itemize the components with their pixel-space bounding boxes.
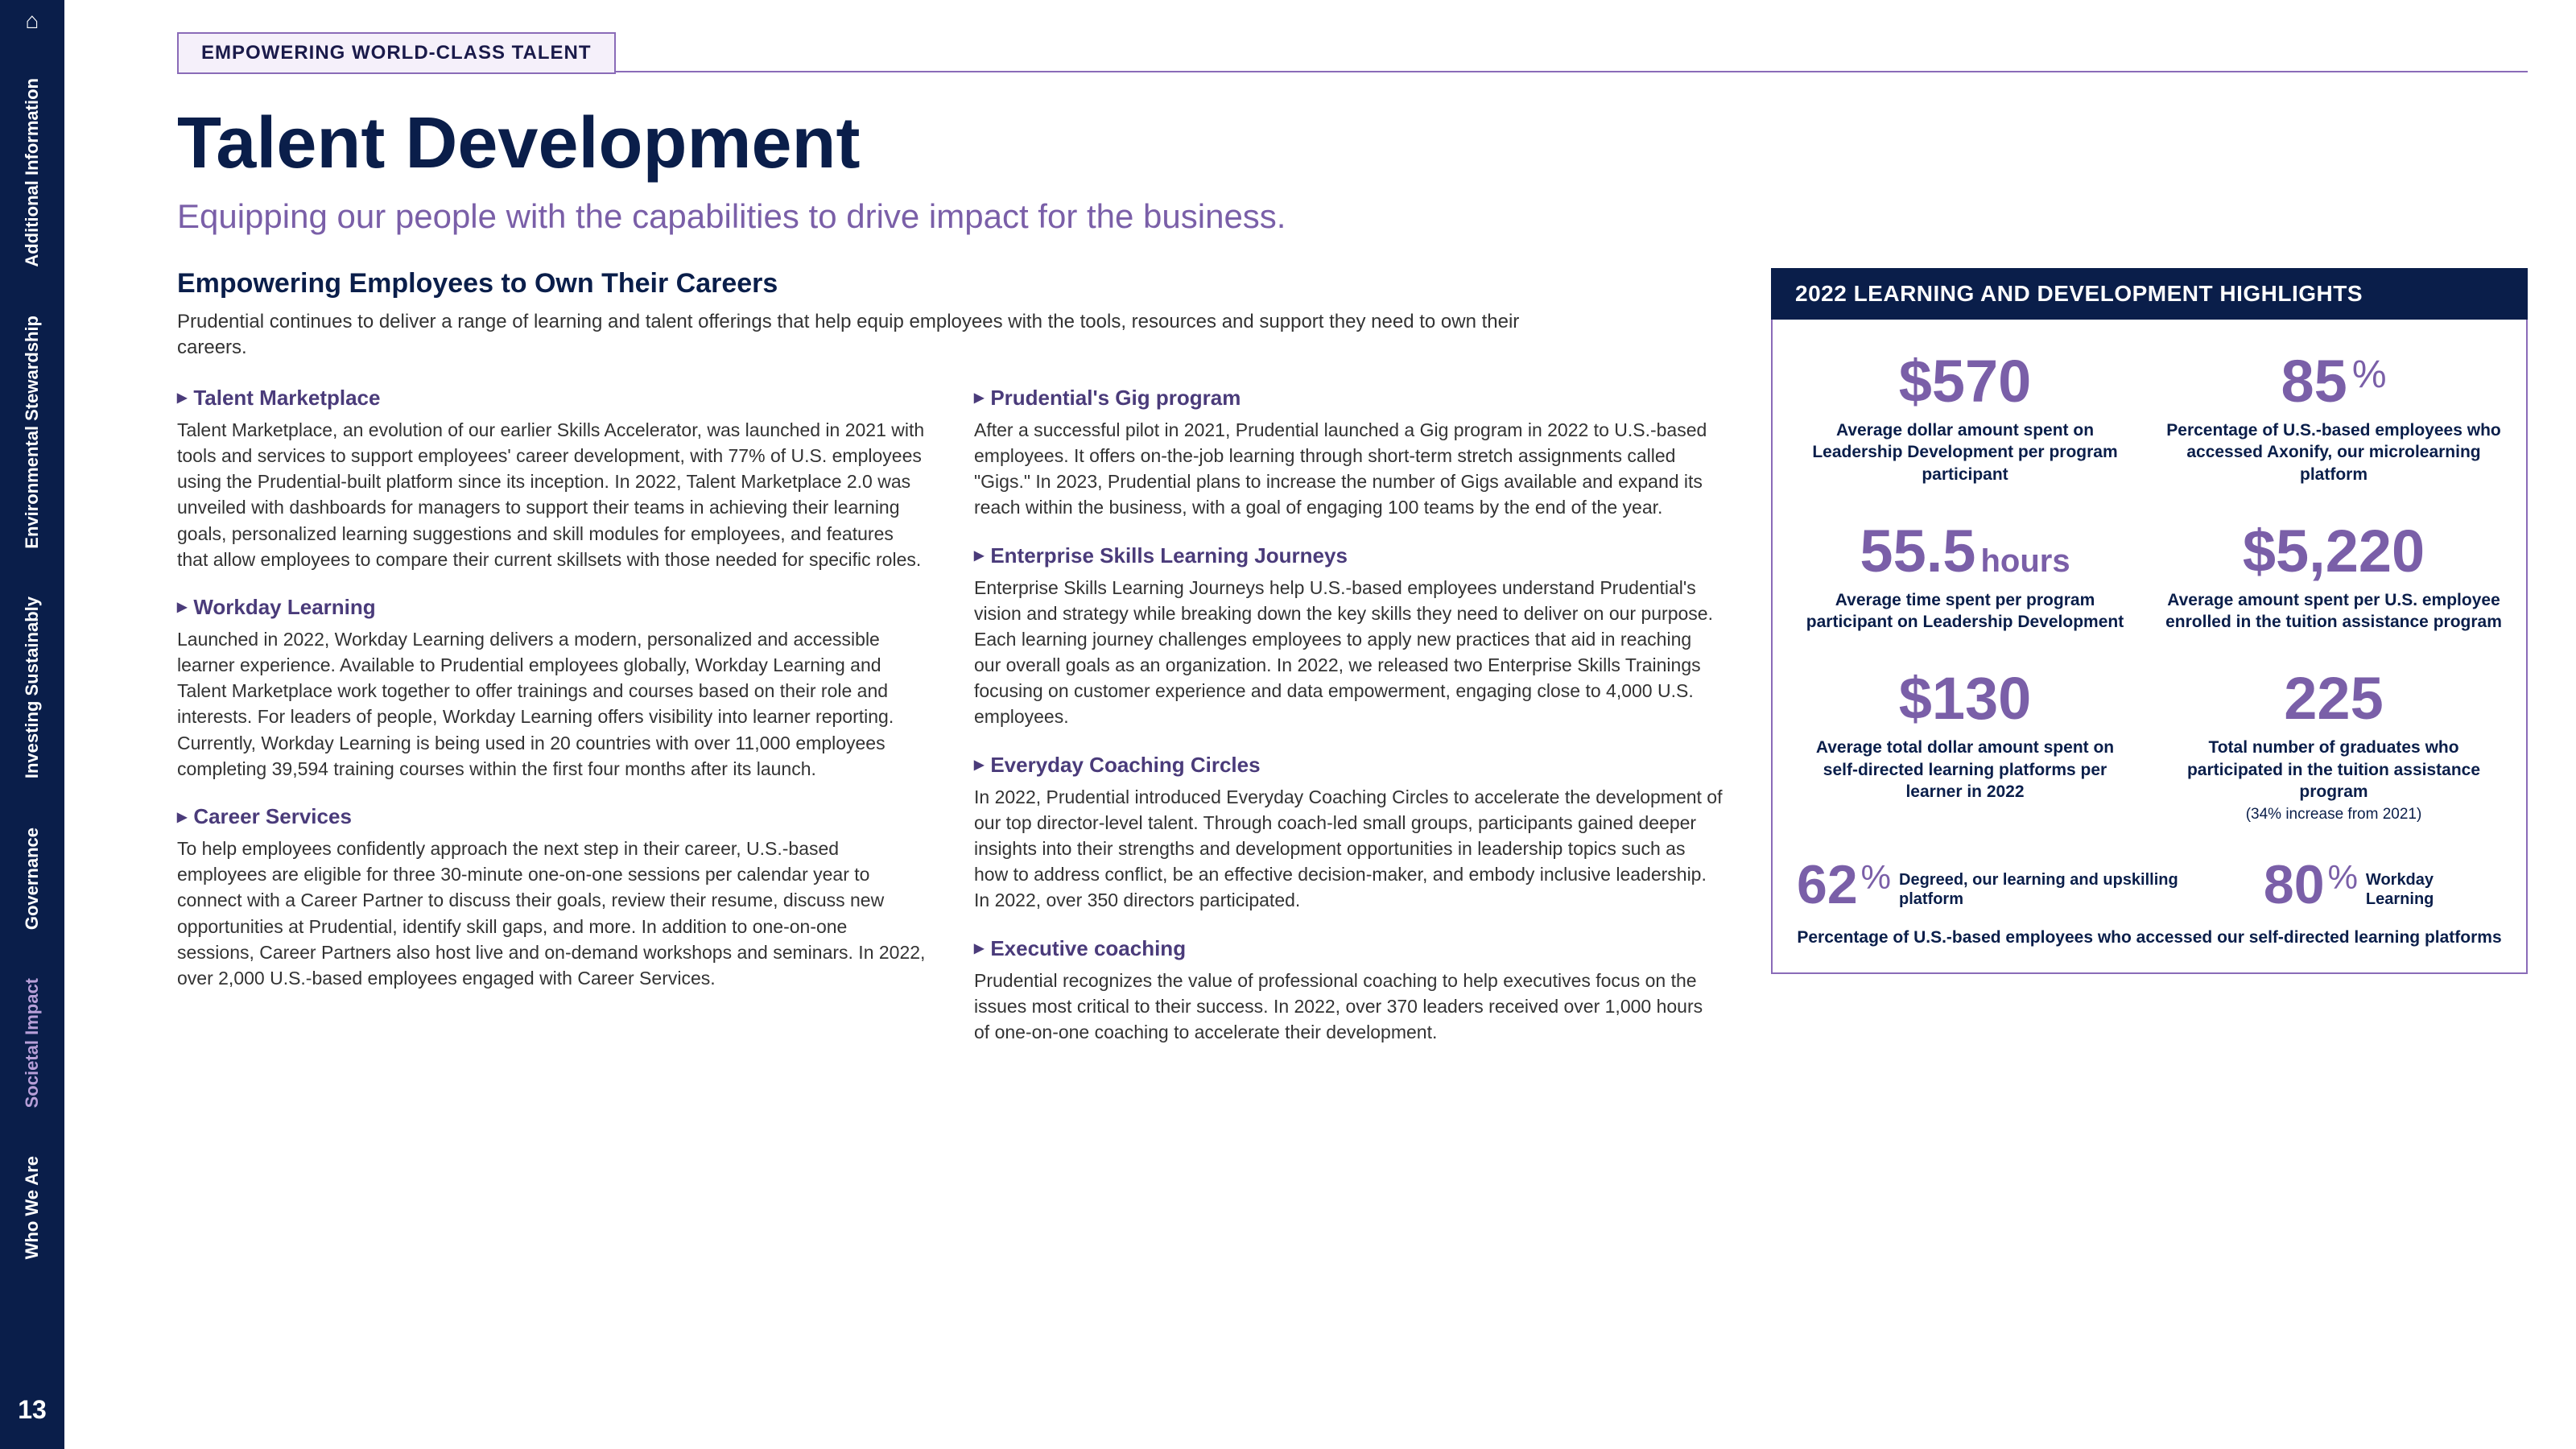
highlights-body: $570 Average dollar amount spent on Lead… bbox=[1771, 320, 2528, 974]
subhead-workday-learning: Workday Learning bbox=[177, 595, 926, 620]
page-number: 13 bbox=[0, 1395, 64, 1425]
stat-axonify-pct: 85% Percentage of U.S.-based employees w… bbox=[2165, 352, 2502, 485]
subhead-coaching-circles: Everyday Coaching Circles bbox=[974, 753, 1723, 778]
stat-self-directed-spend: $130 Average total dollar amount spent o… bbox=[1797, 669, 2133, 825]
para-talent-marketplace: Talent Marketplace, an evolution of our … bbox=[177, 417, 926, 572]
stat-graduates: 225 Total number of graduates who partic… bbox=[2165, 669, 2502, 825]
nav-environmental[interactable]: Environmental Stewardship bbox=[22, 291, 43, 573]
section-tag: EMPOWERING WORLD-CLASS TALENT bbox=[177, 32, 616, 74]
stat-workday-pct: 80% Workday Learning bbox=[2264, 857, 2502, 912]
page-subtitle: Equipping our people with the capabiliti… bbox=[177, 197, 2528, 236]
left-column: Talent Marketplace Talent Marketplace, a… bbox=[177, 386, 926, 1067]
subhead-executive-coaching: Executive coaching bbox=[974, 936, 1723, 961]
bottom-caption: Percentage of U.S.-based employees who a… bbox=[1797, 927, 2502, 948]
nav-additional-info[interactable]: Additional Information bbox=[22, 54, 43, 291]
intro-paragraph: Prudential continues to deliver a range … bbox=[177, 309, 1530, 361]
para-enterprise-skills: Enterprise Skills Learning Journeys help… bbox=[974, 575, 1723, 730]
subhead-gig-program: Prudential's Gig program bbox=[974, 386, 1723, 411]
main-content: EMPOWERING WORLD-CLASS TALENT Talent Dev… bbox=[64, 0, 2576, 1449]
page-title: Talent Development bbox=[177, 102, 2528, 185]
right-column: Prudential's Gig program After a success… bbox=[974, 386, 1723, 1067]
section-heading: Empowering Employees to Own Their Career… bbox=[177, 268, 1723, 299]
stat-hours: 55.5hours Average time spent per program… bbox=[1797, 522, 2133, 634]
subhead-career-services: Career Services bbox=[177, 804, 926, 829]
para-career-services: To help employees confidently approach t… bbox=[177, 836, 926, 991]
nav-who-we-are[interactable]: Who We Are bbox=[22, 1132, 43, 1283]
stat-leadership-spend: $570 Average dollar amount spent on Lead… bbox=[1797, 352, 2133, 485]
body-columns: Empowering Employees to Own Their Career… bbox=[177, 268, 1723, 1067]
divider-line bbox=[614, 71, 2528, 72]
highlights-panel: 2022 LEARNING AND DEVELOPMENT HIGHLIGHTS… bbox=[1771, 268, 2528, 1067]
nav-governance[interactable]: Governance bbox=[22, 803, 43, 954]
stat-degreed-pct: 62% Degreed, our learning and upskilling… bbox=[1797, 857, 2240, 912]
subhead-enterprise-skills: Enterprise Skills Learning Journeys bbox=[974, 543, 1723, 568]
para-coaching-circles: In 2022, Prudential introduced Everyday … bbox=[974, 784, 1723, 914]
home-icon[interactable]: ⌂ bbox=[26, 8, 39, 34]
para-workday-learning: Launched in 2022, Workday Learning deliv… bbox=[177, 626, 926, 782]
subhead-talent-marketplace: Talent Marketplace bbox=[177, 386, 926, 411]
highlights-header: 2022 LEARNING AND DEVELOPMENT HIGHLIGHTS bbox=[1771, 268, 2528, 320]
para-gig-program: After a successful pilot in 2021, Pruden… bbox=[974, 417, 1723, 521]
para-executive-coaching: Prudential recognizes the value of profe… bbox=[974, 968, 1723, 1046]
sidebar-nav: Additional Information Environmental Ste… bbox=[22, 54, 43, 1449]
bottom-stats-row: 62% Degreed, our learning and upskilling… bbox=[1797, 857, 2502, 912]
sidebar: ⌂ Additional Information Environmental S… bbox=[0, 0, 64, 1449]
nav-societal-impact[interactable]: Societal Impact bbox=[22, 954, 43, 1132]
nav-investing[interactable]: Investing Sustainably bbox=[22, 572, 43, 803]
stat-tuition-spend: $5,220 Average amount spent per U.S. emp… bbox=[2165, 522, 2502, 634]
